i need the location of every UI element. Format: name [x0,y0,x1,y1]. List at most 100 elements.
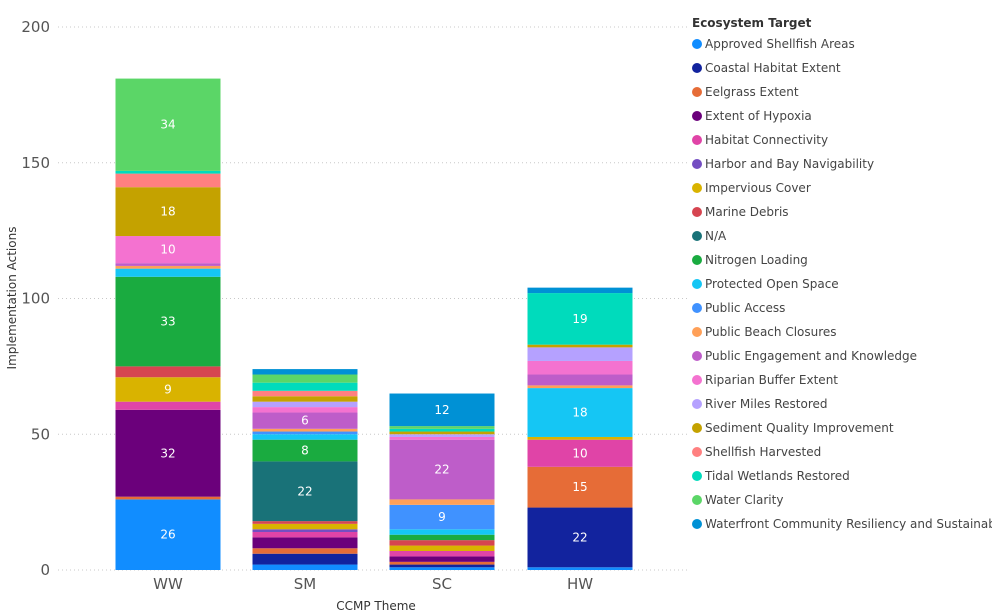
bar-segment[interactable] [389,426,495,429]
legend-item[interactable]: Tidal Wetlands Restored [692,464,988,488]
bar-segment[interactable] [389,393,495,427]
bar-segment[interactable] [115,265,221,269]
bar-segment[interactable] [252,548,358,554]
bar-segment[interactable] [115,236,221,264]
bars [115,78,633,570]
bar-segment[interactable] [252,374,358,383]
bar-segment[interactable] [252,529,358,532]
legend-item[interactable]: Public Access [692,296,988,320]
bar-segment[interactable] [252,412,358,429]
legend-item[interactable]: Water Clarity [692,488,988,512]
bar-segment[interactable] [389,499,495,505]
legend-label: Riparian Buffer Extent [705,373,839,387]
bar-segment[interactable] [115,170,221,174]
bar-segment[interactable] [252,523,358,530]
bar-segment[interactable] [115,78,221,171]
bar-segment[interactable] [252,537,358,549]
bar-segment[interactable] [252,553,358,565]
bar-segment[interactable] [115,276,221,367]
y-axis-title: Implementation Actions [5,227,19,370]
y-axis-ticks: 0 50 100 150 200 [21,18,50,579]
legend-swatch [692,255,702,265]
bar-segment[interactable] [527,385,633,389]
bar-segment[interactable] [115,173,221,188]
legend-item[interactable]: Sediment Quality Improvement [692,416,988,440]
legend-swatch [692,471,702,481]
legend-item[interactable]: N/A [692,224,988,248]
bar-segment[interactable] [252,461,358,522]
legend-item[interactable]: Impervious Cover [692,176,988,200]
bar-segment[interactable] [389,504,495,530]
bar-segment[interactable] [252,521,358,524]
bar-segment[interactable] [252,434,358,440]
bar-segment[interactable] [252,382,358,391]
legend-swatch [692,207,702,217]
bar-segment[interactable] [389,564,495,568]
bar-segment[interactable] [389,434,495,437]
bar-segment[interactable] [389,545,495,551]
legend-label: Public Access [705,301,786,315]
bar-segment[interactable] [527,360,633,375]
bar-segment[interactable] [527,388,633,437]
bar-segment[interactable] [389,529,495,535]
bar-segment[interactable] [252,564,358,570]
bar-segment[interactable] [527,374,633,386]
bar-segment[interactable] [252,428,358,432]
bar-segment[interactable] [527,567,633,570]
bar-segment[interactable] [389,561,495,565]
y-tick-label: 0 [40,561,50,579]
bar-segment[interactable] [115,263,221,266]
bar-segment[interactable] [389,431,495,435]
bar-segment[interactable] [527,439,633,467]
legend-item[interactable]: Marine Debris [692,200,988,224]
legend-item[interactable]: Waterfront Community Resiliency and Sust… [692,512,992,536]
bar-segment[interactable] [252,439,358,462]
bar-segment[interactable] [389,550,495,557]
bar-segment[interactable] [527,507,633,568]
bar-segment[interactable] [115,401,221,410]
legend-item[interactable]: Approved Shellfish Areas [692,32,988,56]
bar-segment[interactable] [252,531,358,538]
bar-segment[interactable] [252,431,358,435]
bar-segment[interactable] [252,396,358,402]
bar-segment[interactable] [115,409,221,497]
legend-item[interactable]: Coastal Habitat Extent [692,56,988,80]
legend-swatch [692,111,702,121]
legend-item[interactable]: Public Beach Closures [692,320,988,344]
legend-item[interactable]: Eelgrass Extent [692,80,988,104]
bar-segment[interactable] [389,428,495,432]
bar-segment[interactable] [527,436,633,440]
legend-item[interactable]: Public Engagement and Knowledge [692,344,988,368]
bar-segment[interactable] [389,534,495,541]
bar-segment[interactable] [115,377,221,402]
legend-label: Tidal Wetlands Restored [705,469,850,483]
data-label: 33 [160,315,175,329]
bar-segment[interactable] [115,499,221,570]
bar-segment[interactable] [527,287,633,294]
bar-segment[interactable] [389,567,495,570]
legend-item[interactable]: Shellfish Harvested [692,440,988,464]
bar-segment[interactable] [527,347,633,361]
bar-segment[interactable] [115,187,221,237]
bar-segment[interactable] [115,268,221,277]
bar-segment[interactable] [527,466,633,508]
bar-segment[interactable] [115,496,221,500]
bar-segment[interactable] [527,344,633,348]
bar-segment[interactable] [252,407,358,413]
legend-item[interactable]: Extent of Hypoxia [692,104,988,128]
legend-item[interactable]: Harbor and Bay Navigability [692,152,988,176]
bar-segment[interactable] [389,540,495,546]
bar-segment[interactable] [389,436,495,440]
bar-segment[interactable] [252,401,358,408]
legend-item[interactable]: River Miles Restored [692,392,988,416]
legend-item[interactable]: Nitrogen Loading [692,248,988,272]
bar-segment[interactable] [389,556,495,562]
legend-item[interactable]: Habitat Connectivity [692,128,988,152]
legend-item[interactable]: Riparian Buffer Extent [692,368,988,392]
bar-segment[interactable] [252,390,358,397]
bar-segment[interactable] [252,369,358,375]
bar-segment[interactable] [527,293,633,345]
bar-segment[interactable] [389,439,495,500]
bar-segment[interactable] [115,366,221,378]
legend-item[interactable]: Protected Open Space [692,272,988,296]
